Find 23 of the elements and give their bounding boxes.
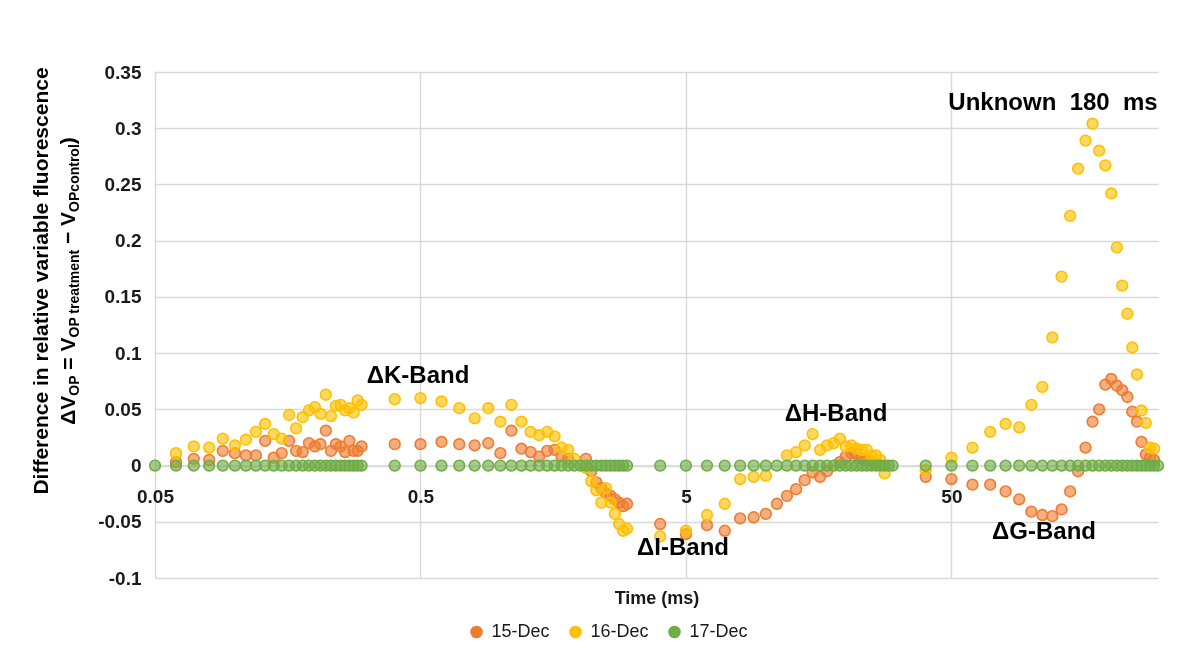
y-tick-label: 0.25 <box>104 173 142 195</box>
y-tick-label: -0.05 <box>98 511 142 533</box>
legend-label: 16-Dec <box>590 621 649 641</box>
legend-label: 15-Dec <box>491 621 550 641</box>
annotation: ΔI-Band <box>637 533 729 560</box>
x-tick-label: 50 <box>941 486 963 508</box>
x-tick-label: 0.05 <box>137 486 175 508</box>
x-tick-label: 0.5 <box>407 486 435 508</box>
y-tick-label: 0.15 <box>104 286 142 308</box>
y-tick-label: 0.2 <box>115 230 142 252</box>
annotation: ΔK-Band <box>366 361 470 388</box>
y-tick-label: 0.1 <box>115 342 142 364</box>
y-tick-label: -0.1 <box>108 567 142 589</box>
legend-label: 17-Dec <box>689 621 748 641</box>
y-tick-label: 0.3 <box>115 117 142 139</box>
x-tick-label: 5 <box>681 486 693 508</box>
y-tick-label: 0.35 <box>104 61 142 83</box>
annotation: ΔH-Band <box>784 399 888 426</box>
x-axis-title: Time (ms) <box>614 587 700 608</box>
y-tick-label: 0.05 <box>104 398 142 420</box>
annotation: ΔG-Band <box>992 517 1096 544</box>
annotation: Unknown 180 ms <box>948 88 1158 115</box>
y-tick-label: 0 <box>130 455 142 477</box>
